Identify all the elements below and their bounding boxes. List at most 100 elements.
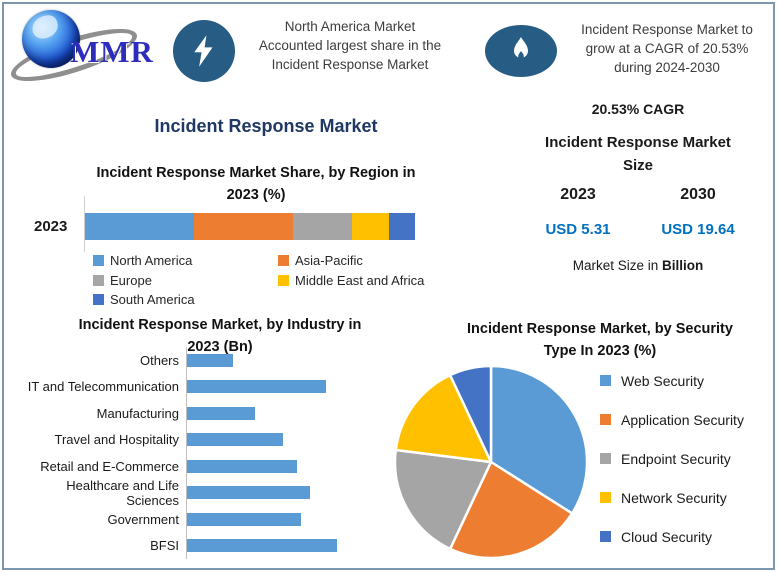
pie-legend-swatch-cloud-security bbox=[600, 531, 611, 542]
mmr-logo: MMR bbox=[5, 6, 169, 92]
region-legend: North America Asia-Pacific Europe Middle Ea… bbox=[93, 253, 424, 307]
legend-item-middle-east-and-africa: Middle East and Africa bbox=[278, 273, 424, 288]
legend-swatch-asia-pacific bbox=[278, 255, 289, 266]
lightning-glyph bbox=[194, 35, 213, 67]
pie-legend-swatch-web-security bbox=[600, 375, 611, 386]
region-segment-europe bbox=[292, 213, 353, 240]
industry-track-government bbox=[186, 506, 392, 533]
pie-slice-cloud-security bbox=[448, 364, 493, 464]
pie-legend-label-endpoint-security: Endpoint Security bbox=[621, 450, 731, 467]
industry-row-bfsi: BFSI bbox=[16, 532, 392, 559]
legend-swatch-north-america bbox=[93, 255, 104, 266]
legend-label-middle-east-and-africa: Middle East and Africa bbox=[295, 272, 425, 288]
pie-legend-item-endpoint-security: Endpoint Security bbox=[600, 439, 744, 478]
legend-swatch-south-america bbox=[93, 294, 104, 305]
industry-row-retail-and-e-commerce: Retail and E-Commerce bbox=[16, 453, 392, 480]
pie-slice-endpoint-security bbox=[393, 448, 493, 551]
page-title: Incident Response Market bbox=[154, 116, 378, 136]
legend-label-asia-pacific: Asia-Pacific bbox=[295, 253, 363, 268]
legend-label-south-america: South America bbox=[110, 292, 195, 307]
globe-icon bbox=[22, 10, 80, 68]
legend-item-asia-pacific: Asia-Pacific bbox=[278, 253, 424, 268]
industry-label-retail-and-e-commerce: Retail and E-Commerce bbox=[40, 458, 179, 474]
pie-legend-label-application-security: Application Security bbox=[621, 411, 744, 428]
region-segment-north-america bbox=[85, 213, 194, 240]
pie-legend-item-application-security: Application Security bbox=[600, 400, 744, 439]
industry-track-retail-and-e-commerce bbox=[186, 453, 392, 480]
pie-chart-title: Incident Response Market, by Security Ty… bbox=[467, 321, 733, 360]
legend-item-north-america: North America bbox=[93, 253, 278, 268]
lightning-icon bbox=[173, 20, 235, 82]
legend-item-europe: Europe bbox=[93, 273, 278, 288]
industry-track-healthcare-and-life-sciences bbox=[186, 479, 392, 506]
legend-swatch-middle-east-and-africa bbox=[278, 274, 289, 286]
industry-track-travel-and-hospitality bbox=[186, 426, 392, 453]
pie-legend-swatch-network-security bbox=[600, 492, 611, 503]
industry-bar-chart: Others IT and Telecommunication Manufactur… bbox=[16, 347, 392, 559]
industry-row-healthcare-and-life-sciences: Healthcare and Life Sciences bbox=[16, 477, 392, 508]
industry-label-others: Others bbox=[139, 352, 179, 368]
cagr-label: 20.53% CAGR bbox=[591, 101, 685, 117]
value-2023: USD 5.31 bbox=[545, 221, 611, 238]
pie-legend-item-network-security: Network Security bbox=[600, 478, 744, 517]
region-segment-asia-pacific bbox=[193, 213, 293, 240]
flame-glyph bbox=[514, 37, 528, 60]
footnote-unit: Billion bbox=[662, 258, 704, 273]
pie-legend-item-web-security: Web Security bbox=[600, 361, 744, 400]
industry-bar-government bbox=[187, 512, 301, 526]
legend-item-south-america: South America bbox=[93, 292, 278, 307]
pie-legend-swatch-application-security bbox=[600, 414, 611, 425]
region-axis-line bbox=[84, 196, 85, 252]
industry-row-others: Others bbox=[16, 347, 392, 374]
pie-slice-network-security bbox=[394, 373, 493, 464]
region-chart-title: Incident Response Market Share, by Regio… bbox=[96, 165, 416, 204]
market-size-footnote: Market Size in Billion bbox=[518, 258, 758, 273]
industry-chart-title: Incident Response Market, by Industry in… bbox=[78, 317, 362, 356]
industry-bar-travel-and-hospitality bbox=[187, 433, 284, 447]
industry-track-others bbox=[186, 347, 392, 374]
industry-label-bfsi: BFSI bbox=[150, 538, 179, 554]
industry-label-it-and-telecommunication: IT and Telecommunication bbox=[27, 379, 179, 395]
callout-cagr-text: Incident Response Market to grow at a CA… bbox=[581, 22, 753, 76]
pie-legend: Web Security Application Security Endpoint… bbox=[600, 361, 744, 556]
year-2023-label: 2023 bbox=[560, 186, 596, 203]
industry-label-healthcare-and-life-sciences: Healthcare and Life Sciences bbox=[66, 477, 179, 508]
market-size-title: Incident Response Market Size bbox=[545, 134, 731, 175]
pie-legend-swatch-endpoint-security bbox=[600, 453, 611, 464]
region-segment-middle-east-and-africa bbox=[352, 213, 389, 240]
industry-bar-it-and-telecommunication bbox=[187, 380, 326, 394]
pie-legend-label-network-security: Network Security bbox=[621, 489, 727, 506]
market-size-values: USD 5.31 USD 19.64 bbox=[518, 221, 758, 238]
pie-legend-item-cloud-security: Cloud Security bbox=[600, 517, 744, 556]
pie-legend-label-cloud-security: Cloud Security bbox=[621, 528, 713, 545]
industry-row-manufacturing: Manufacturing bbox=[16, 400, 392, 427]
industry-bar-others bbox=[187, 353, 233, 367]
year-2030-label: 2030 bbox=[680, 186, 716, 203]
value-2030: USD 19.64 bbox=[661, 221, 735, 238]
industry-row-government: Government bbox=[16, 506, 392, 533]
industry-label-manufacturing: Manufacturing bbox=[96, 405, 179, 421]
footnote-prefix: Market Size in bbox=[572, 258, 663, 273]
legend-swatch-europe bbox=[93, 274, 104, 286]
flame-icon bbox=[485, 25, 557, 77]
industry-row-travel-and-hospitality: Travel and Hospitality bbox=[16, 426, 392, 453]
industry-track-manufacturing bbox=[186, 400, 392, 427]
market-size-years: 2023 2030 bbox=[518, 186, 758, 204]
logo-text: MMR bbox=[70, 34, 154, 69]
security-type-pie-chart bbox=[393, 364, 589, 560]
industry-bar-healthcare-and-life-sciences bbox=[187, 486, 310, 500]
industry-bar-manufacturing bbox=[187, 406, 255, 420]
industry-track-it-and-telecommunication bbox=[186, 373, 392, 400]
legend-label-europe: Europe bbox=[110, 272, 152, 288]
region-segment-south-america bbox=[388, 213, 415, 240]
pie-legend-label-web-security: Web Security bbox=[621, 372, 704, 389]
region-bar-category-label: 2023 bbox=[34, 218, 68, 235]
industry-row-it-and-telecommunication: IT and Telecommunication bbox=[16, 373, 392, 400]
region-stacked-bar bbox=[85, 213, 415, 240]
legend-label-north-america: North America bbox=[110, 253, 193, 268]
callout-north-america-text: North America Market Accounted largest s… bbox=[258, 19, 442, 73]
industry-bar-bfsi bbox=[187, 539, 337, 553]
industry-track-bfsi bbox=[186, 532, 392, 559]
industry-label-government: Government bbox=[107, 511, 179, 527]
